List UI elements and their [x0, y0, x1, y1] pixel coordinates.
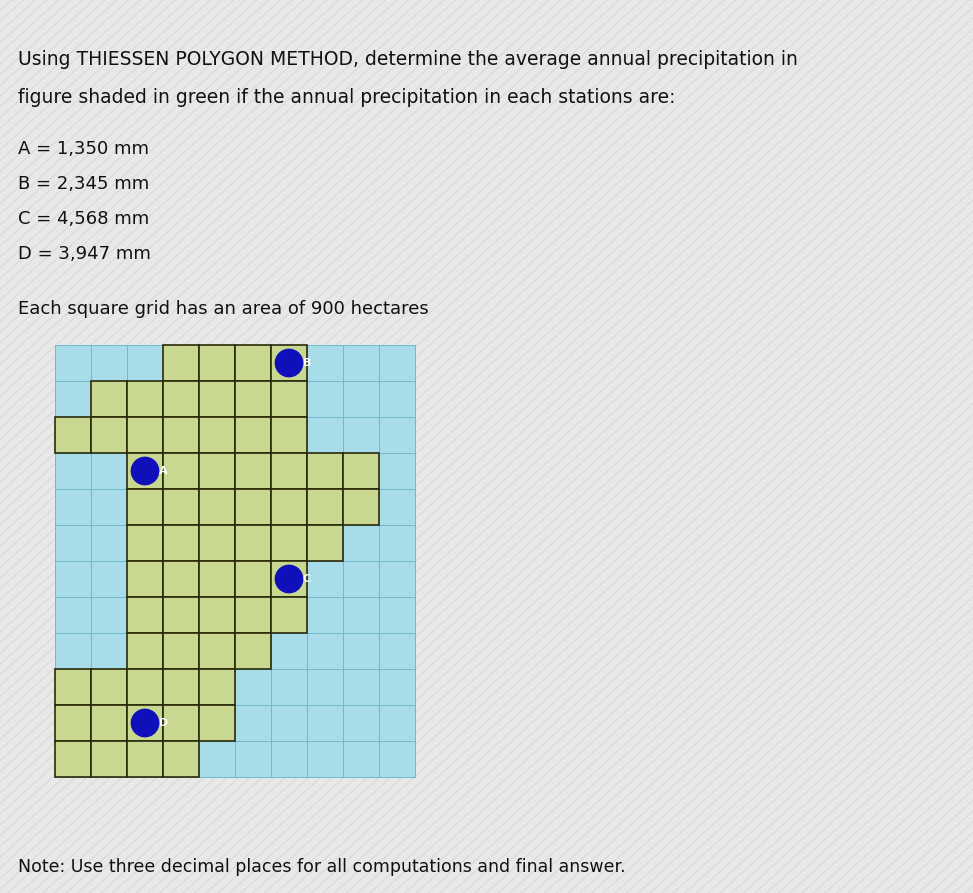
Text: A = 1,350 mm: A = 1,350 mm [18, 140, 149, 158]
FancyBboxPatch shape [235, 345, 271, 381]
FancyBboxPatch shape [163, 489, 199, 525]
FancyBboxPatch shape [55, 705, 91, 741]
FancyBboxPatch shape [199, 453, 235, 489]
FancyBboxPatch shape [91, 741, 127, 777]
FancyBboxPatch shape [55, 345, 415, 777]
FancyBboxPatch shape [271, 381, 307, 417]
Text: C: C [303, 574, 310, 584]
FancyBboxPatch shape [163, 525, 199, 561]
Text: Note: Use three decimal places for all computations and final answer.: Note: Use three decimal places for all c… [18, 858, 626, 876]
FancyBboxPatch shape [127, 633, 163, 669]
FancyBboxPatch shape [127, 669, 163, 705]
FancyBboxPatch shape [199, 417, 235, 453]
Text: D = 3,947 mm: D = 3,947 mm [18, 245, 151, 263]
FancyBboxPatch shape [127, 489, 163, 525]
FancyBboxPatch shape [235, 489, 271, 525]
Circle shape [275, 349, 303, 377]
FancyBboxPatch shape [127, 453, 163, 489]
FancyBboxPatch shape [199, 345, 235, 381]
FancyBboxPatch shape [91, 417, 127, 453]
FancyBboxPatch shape [163, 561, 199, 597]
FancyBboxPatch shape [235, 597, 271, 633]
FancyBboxPatch shape [163, 597, 199, 633]
FancyBboxPatch shape [127, 597, 163, 633]
FancyBboxPatch shape [127, 561, 163, 597]
FancyBboxPatch shape [271, 525, 307, 561]
FancyBboxPatch shape [235, 381, 271, 417]
Text: A: A [159, 466, 167, 476]
Text: D: D [159, 718, 168, 728]
FancyBboxPatch shape [271, 417, 307, 453]
FancyBboxPatch shape [91, 669, 127, 705]
Text: C = 4,568 mm: C = 4,568 mm [18, 210, 149, 228]
FancyBboxPatch shape [235, 525, 271, 561]
FancyBboxPatch shape [271, 489, 307, 525]
FancyBboxPatch shape [235, 633, 271, 669]
FancyBboxPatch shape [199, 633, 235, 669]
FancyBboxPatch shape [127, 705, 163, 741]
FancyBboxPatch shape [163, 705, 199, 741]
FancyBboxPatch shape [235, 453, 271, 489]
FancyBboxPatch shape [163, 669, 199, 705]
FancyBboxPatch shape [199, 525, 235, 561]
Text: B = 2,345 mm: B = 2,345 mm [18, 175, 149, 193]
FancyBboxPatch shape [127, 417, 163, 453]
Text: Each square grid has an area of 900 hectares: Each square grid has an area of 900 hect… [18, 300, 429, 318]
FancyBboxPatch shape [163, 453, 199, 489]
Text: Using THIESSEN POLYGON METHOD, determine the average annual precipitation in: Using THIESSEN POLYGON METHOD, determine… [18, 50, 798, 69]
Text: figure shaded in green if the annual precipitation in each stations are:: figure shaded in green if the annual pre… [18, 88, 675, 107]
FancyBboxPatch shape [199, 381, 235, 417]
FancyBboxPatch shape [343, 453, 379, 489]
FancyBboxPatch shape [271, 453, 307, 489]
FancyBboxPatch shape [307, 525, 343, 561]
FancyBboxPatch shape [343, 489, 379, 525]
FancyBboxPatch shape [127, 741, 163, 777]
FancyBboxPatch shape [199, 489, 235, 525]
Circle shape [275, 565, 303, 593]
FancyBboxPatch shape [235, 417, 271, 453]
FancyBboxPatch shape [199, 597, 235, 633]
FancyBboxPatch shape [199, 561, 235, 597]
FancyBboxPatch shape [307, 453, 343, 489]
FancyBboxPatch shape [127, 525, 163, 561]
FancyBboxPatch shape [271, 561, 307, 597]
Circle shape [131, 457, 159, 485]
FancyBboxPatch shape [163, 345, 199, 381]
FancyBboxPatch shape [163, 741, 199, 777]
FancyBboxPatch shape [91, 705, 127, 741]
Text: B: B [303, 358, 311, 368]
FancyBboxPatch shape [235, 561, 271, 597]
FancyBboxPatch shape [199, 669, 235, 705]
Circle shape [131, 709, 159, 737]
FancyBboxPatch shape [55, 417, 91, 453]
FancyBboxPatch shape [271, 345, 307, 381]
FancyBboxPatch shape [199, 705, 235, 741]
FancyBboxPatch shape [127, 381, 163, 417]
FancyBboxPatch shape [55, 741, 91, 777]
FancyBboxPatch shape [271, 597, 307, 633]
FancyBboxPatch shape [163, 381, 199, 417]
FancyBboxPatch shape [55, 669, 91, 705]
FancyBboxPatch shape [91, 381, 127, 417]
FancyBboxPatch shape [163, 633, 199, 669]
FancyBboxPatch shape [307, 489, 343, 525]
FancyBboxPatch shape [163, 417, 199, 453]
